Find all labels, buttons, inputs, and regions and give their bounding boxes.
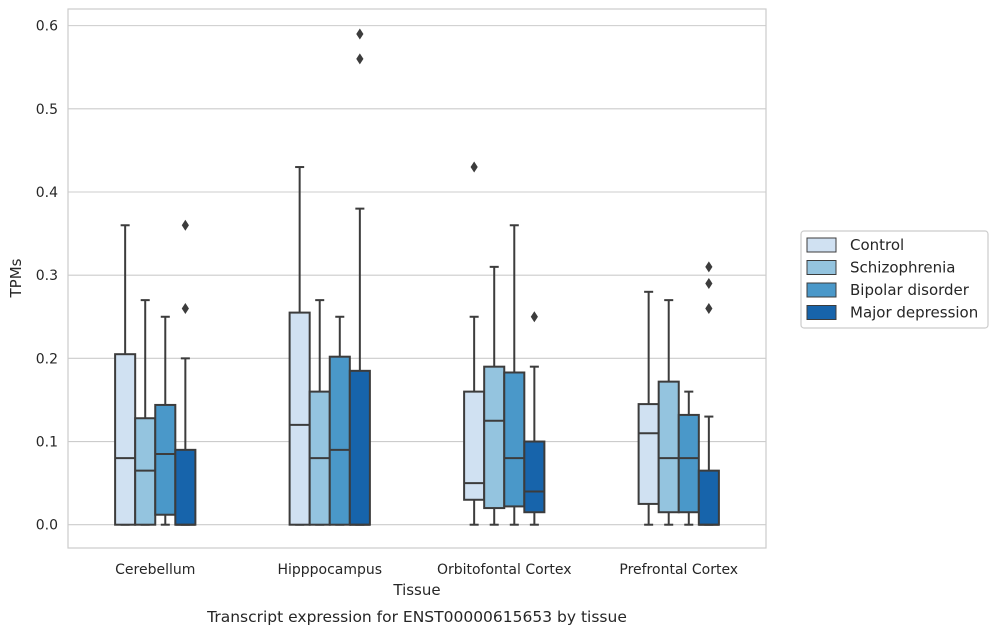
x-tick-label: Cerebellum xyxy=(115,562,195,578)
box-group xyxy=(483,265,506,526)
legend-swatch xyxy=(806,282,837,298)
plot-frame xyxy=(67,8,767,549)
box-group xyxy=(503,224,526,526)
outlier-point xyxy=(356,28,364,40)
box xyxy=(483,365,506,510)
legend-swatch xyxy=(806,260,837,275)
outlier-point xyxy=(470,161,478,173)
x-tick-labels: Cerebellum Hipppocampus Orbitofontal Corte… xyxy=(115,562,738,578)
box-group xyxy=(308,299,331,526)
outlier-point xyxy=(181,219,189,231)
y-tick-label: 0.4 xyxy=(36,185,58,201)
x-tick-label: Prefrontal Cortex xyxy=(619,562,738,578)
outlier-point xyxy=(705,261,713,273)
box xyxy=(637,403,660,505)
y-tick-label: 0.3 xyxy=(36,268,58,284)
outlier-point xyxy=(705,302,713,314)
chart-caption: Transcript expression for ENST0000061565… xyxy=(206,608,627,626)
y-tick-labels: 0.0 0.1 0.2 0.3 0.4 0.5 0.6 xyxy=(36,19,58,534)
x-tick-label: Hipppocampus xyxy=(277,562,382,578)
outlier-point xyxy=(530,311,538,323)
legend-swatch xyxy=(806,305,837,320)
legend-label: Bipolar disorder xyxy=(850,281,970,299)
box-group xyxy=(637,290,660,526)
legend-label: Control xyxy=(850,236,904,254)
box-group xyxy=(134,299,157,526)
legend-label: Major depression xyxy=(850,304,978,322)
box-group xyxy=(288,166,311,526)
box xyxy=(697,469,720,526)
box-group xyxy=(677,390,700,526)
box-group xyxy=(348,28,371,526)
box xyxy=(348,369,371,526)
y-tick-label: 0.1 xyxy=(36,435,58,451)
box xyxy=(523,440,546,514)
box xyxy=(288,311,311,526)
box-group xyxy=(154,315,177,526)
box-group xyxy=(463,161,486,526)
outlier-point xyxy=(181,302,189,314)
y-tick-label: 0.0 xyxy=(36,518,58,534)
box xyxy=(328,355,351,526)
legend-frame xyxy=(800,230,989,329)
box xyxy=(657,380,680,514)
box xyxy=(114,353,137,526)
box-group xyxy=(697,261,720,526)
box xyxy=(174,448,197,526)
legend-label: Schizophrenia xyxy=(850,259,955,277)
box xyxy=(503,371,526,508)
box-group xyxy=(523,311,546,526)
outlier-point xyxy=(705,277,713,289)
x-tick-label: Orbitofontal Cortex xyxy=(437,562,572,578)
box xyxy=(677,413,700,514)
box-group xyxy=(114,224,137,526)
outlier-point xyxy=(356,53,364,65)
box xyxy=(154,403,177,516)
legend-swatch xyxy=(806,237,837,253)
x-axis-label: Tissue xyxy=(392,581,440,599)
y-tick-label: 0.5 xyxy=(36,102,58,118)
y-tick-label: 0.2 xyxy=(36,351,58,367)
y-tick-label: 0.6 xyxy=(36,19,58,35)
legend: Control Schizophrenia Bipolar disorder Majo… xyxy=(800,230,989,329)
box-layer xyxy=(114,28,720,526)
box-group xyxy=(174,219,197,526)
box-group xyxy=(328,315,351,526)
y-axis-label: TPMs xyxy=(7,258,25,298)
box-group xyxy=(657,299,680,526)
